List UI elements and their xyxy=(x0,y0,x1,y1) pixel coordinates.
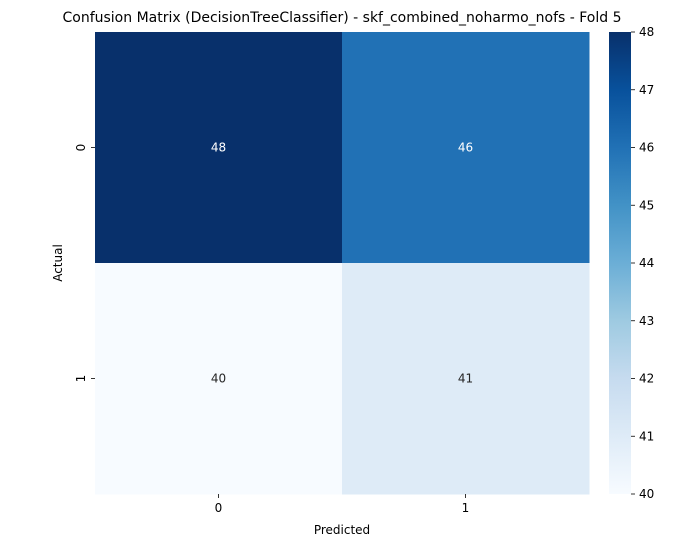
cell-value-label-1-0: 40 xyxy=(211,372,226,386)
heatmap-cell-0-1 xyxy=(342,32,590,264)
heatmap-cell-0-0 xyxy=(95,32,343,264)
colorbar-ticks: 40 41 42 43 44 45 46 47 48 xyxy=(631,25,654,501)
cell-value-label-0-1: 46 xyxy=(458,141,473,155)
colorbar-tick-label: 41 xyxy=(639,429,654,443)
x-axis-label: Predicted xyxy=(314,523,370,537)
y-tick-label: 0 xyxy=(74,144,88,152)
colorbar-tick-label: 46 xyxy=(639,141,654,155)
heatmap-cell-1-1 xyxy=(342,263,590,495)
heatmap-cell-1-0 xyxy=(95,263,343,495)
colorbar-tick-label: 42 xyxy=(639,372,654,386)
colorbar-tick-label: 48 xyxy=(639,25,654,39)
colorbar-tick-label: 44 xyxy=(639,256,654,270)
x-tick-label: 1 xyxy=(462,501,470,515)
cell-value-label-0-0: 48 xyxy=(211,141,226,155)
colorbar-tick-label: 40 xyxy=(639,487,654,501)
colorbar-tick-label: 47 xyxy=(639,83,654,97)
y-axis-label: Actual xyxy=(51,244,65,282)
colorbar-tick-label: 45 xyxy=(639,198,654,212)
cell-value-label-1-1: 41 xyxy=(458,372,473,386)
colorbar-tick-label: 43 xyxy=(639,314,654,328)
x-tick-label: 0 xyxy=(215,501,223,515)
chart-title: Confusion Matrix (DecisionTreeClassifier… xyxy=(62,10,621,26)
y-axis-ticks: 01 xyxy=(74,144,95,383)
y-tick-label: 1 xyxy=(74,375,88,383)
heatmap-cells xyxy=(95,32,590,495)
colorbar xyxy=(609,32,631,494)
cell-value-labels: 48 46 40 41 xyxy=(211,141,473,386)
